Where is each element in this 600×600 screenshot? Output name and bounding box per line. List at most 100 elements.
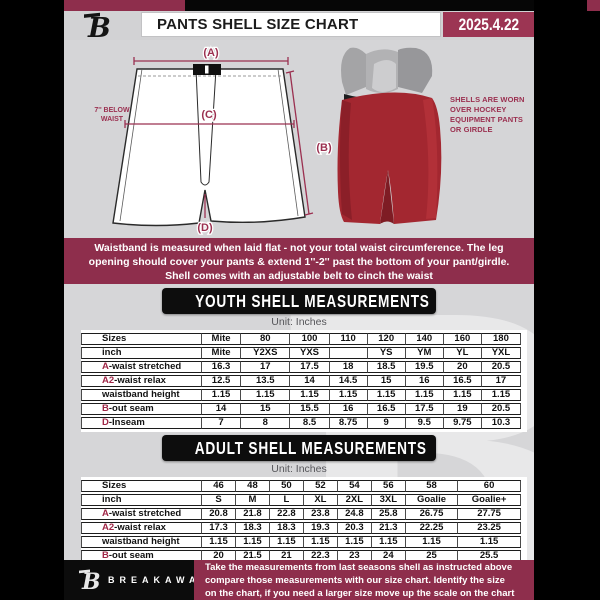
measurement-cell: 18 (328, 361, 367, 373)
table-row: Sizes Mite 80 100 110 120 140 160 180 (81, 333, 521, 345)
measurement-cell: 24.8 (336, 508, 371, 520)
shell-photo-note: SHELLS ARE WORN OVER HOCKEY EQUIPMENT PA… (450, 95, 536, 135)
table-row: A-waist stretched 20.8 21.8 22.8 23.8 24.8 25.… (81, 508, 521, 520)
measurement-cell: 23 (336, 550, 371, 560)
footer-note-line2: compare those measurements with our size… (205, 575, 505, 586)
below-waist-line2: WAIST (100, 116, 124, 123)
table-row: B-out seam 14 15 15.5 16 16.5 17.5 19 20.5 (81, 403, 521, 415)
measurement-cell: Goalie (404, 494, 458, 506)
table-row: A-waist stretched 16.3 17 17.5 18 18.5 19.5 20 2… (81, 361, 521, 373)
measurement-cell: 52 (302, 480, 337, 492)
measurement-cell: Mite (201, 333, 241, 345)
pants-measurement-diagram: (A) (C) (B) (D) (112, 46, 333, 235)
row-label: B-out seam (81, 403, 201, 415)
measurement-cell: 21.8 (234, 508, 269, 520)
measurement-cell: 16.5 (366, 403, 405, 415)
table-row: waistband height 1.15 1.15 1.15 1.15 1.15 1.15… (81, 536, 521, 548)
measurement-cell: 19.3 (302, 522, 337, 534)
measurement-cell: 1.15 (370, 536, 405, 548)
date-badge: 2025.4.22 (443, 12, 534, 37)
footer: B BREAKAWAY Take the measurements from l… (64, 560, 534, 600)
measurement-cell: 1.15 (201, 389, 241, 401)
photo-note-line: OVER HOCKEY (450, 105, 507, 114)
measurement-cell: M (234, 494, 269, 506)
measurement-cell: 20.5 (480, 361, 521, 373)
measurement-cell: 48 (234, 480, 269, 492)
measurement-cell: 1.15 (268, 536, 303, 548)
measurement-cell: 120 (366, 333, 405, 345)
adult-unit-label: Unit: Inches (271, 463, 327, 475)
measurement-cell: 25.8 (370, 508, 405, 520)
measurement-cell: 3XL (370, 494, 405, 506)
measurement-cell: 18.3 (268, 522, 303, 534)
measurement-cell: 22.8 (268, 508, 303, 520)
table-row: D-Inseam 7 8 8.5 8.75 9 9.5 9.75 10.3 (81, 417, 521, 429)
measurement-cell: 18.5 (366, 361, 405, 373)
measurement-cell: 1.15 (234, 536, 269, 548)
measurement-cell: 17.3 (201, 522, 235, 534)
header: B PANTS SHELL SIZE CHART 2025.4.22 (64, 11, 534, 40)
measurement-cell: 14 (201, 403, 241, 415)
measurement-cell: 8.5 (289, 417, 329, 429)
measurement-cell: 18.3 (234, 522, 269, 534)
measurement-cell: 20 (442, 361, 481, 373)
measurement-cell: 13.5 (240, 375, 290, 387)
measurement-cell: 180 (480, 333, 521, 345)
photo-note-line: OR GIRDLE (450, 125, 493, 134)
measurement-cell: L (268, 494, 303, 506)
measurement-cell: 1.15 (404, 536, 458, 548)
instructions-line3: Shell comes with an adjustable belt to c… (165, 270, 433, 282)
measurement-cell: 1.15 (302, 536, 337, 548)
measurement-cell: Mite (201, 347, 241, 359)
adult-measurements-table: Sizes 46 48 50 52 54 56 58 60 inch S M L XL 2XL 3XL Goal… (81, 478, 521, 560)
row-label: inch (81, 347, 201, 359)
measurement-cell: 9 (366, 417, 405, 429)
page: B PANTS SHELL SIZE CHART 2025.4.22 (A) (64, 0, 534, 600)
svg-text:B: B (81, 569, 101, 594)
measurement-cell: 1.15 (240, 389, 290, 401)
youth-table-wrap: Sizes Mite 80 100 110 120 140 160 180 inch Mite Y2X… (81, 330, 527, 432)
measurement-cell: YL (442, 347, 481, 359)
measurement-cell: YXS (289, 347, 329, 359)
measurement-cell: 140 (404, 333, 443, 345)
measurement-cell: 100 (289, 333, 329, 345)
measurement-cell: 1.15 (404, 389, 443, 401)
row-label: waistband height (81, 536, 201, 548)
page-title-box: PANTS SHELL SIZE CHART (141, 12, 441, 37)
measurement-cell: 21.5 (234, 550, 269, 560)
measurement-cell: YS (366, 347, 405, 359)
row-label: B-out seam (81, 550, 201, 560)
measurement-cell: 1.15 (457, 536, 521, 548)
measurement-cell: YM (404, 347, 443, 359)
measurement-cell: 110 (328, 333, 367, 345)
table-row: waistband height 1.15 1.15 1.15 1.15 1.15 1.15… (81, 389, 521, 401)
shell-photo (337, 47, 442, 224)
footer-note: Take the measurements from last seasons … (194, 560, 534, 600)
measurement-cell: 16.3 (201, 361, 241, 373)
measurement-cell: 8 (240, 417, 290, 429)
measurement-cell: 1.15 (201, 536, 235, 548)
diagram-section: (A) (C) (B) (D) 7'' BELOW W (64, 40, 534, 238)
measurement-cell: Y2XS (240, 347, 290, 359)
measurement-cell: 1.15 (328, 389, 367, 401)
measurement-cell: 46 (201, 480, 235, 492)
youth-measurements-table: Sizes Mite 80 100 110 120 140 160 180 inch Mite Y2X… (81, 331, 521, 431)
measurement-cell: 19.5 (404, 361, 443, 373)
measurement-cell: 27.75 (457, 508, 521, 520)
row-label: Sizes (81, 480, 201, 492)
measurement-cell: Goalie+ (457, 494, 521, 506)
row-label: D-Inseam (81, 417, 201, 429)
measurement-cell: 16.5 (442, 375, 481, 387)
brand-name: BREAKAWAY (108, 575, 211, 585)
measurement-cell: 26.75 (404, 508, 458, 520)
measurement-cell: 1.15 (480, 389, 521, 401)
label-a: (A) (203, 47, 219, 59)
measurement-cell: 10.3 (480, 417, 521, 429)
measurement-cell: 19 (442, 403, 481, 415)
measurement-cell: 12.5 (201, 375, 241, 387)
adult-table-wrap: Sizes 46 48 50 52 54 56 58 60 inch S M L XL 2XL 3XL Goal… (81, 477, 527, 560)
measurement-cell: S (201, 494, 235, 506)
adult-banner-label: ADULT SHELL MEASUREMENTS (194, 437, 427, 459)
measurement-cell: 20.3 (336, 522, 371, 534)
